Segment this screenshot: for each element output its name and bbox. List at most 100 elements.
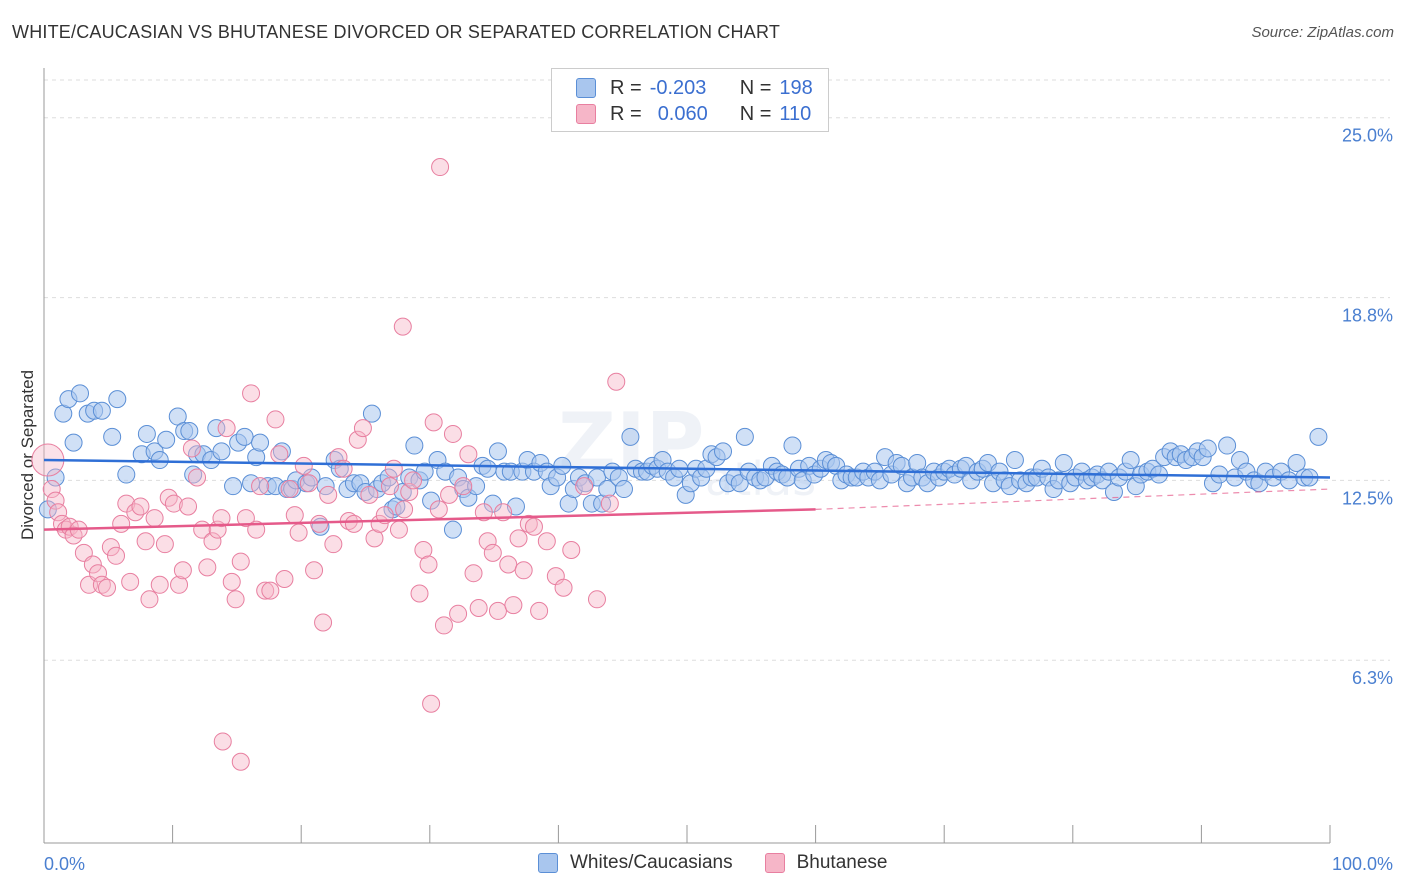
bhutanese-point (380, 477, 399, 496)
y-tick-label: 18.8% (1342, 306, 1393, 326)
whites-trend-line (43, 458, 1331, 479)
bhutanese-point (443, 424, 462, 443)
bhutanese-point (419, 555, 438, 574)
bhutanese-point (365, 529, 384, 548)
bhutanese-point (131, 497, 150, 516)
whites-point (1279, 471, 1298, 490)
bhutanese-point (469, 599, 488, 618)
bhutanese-point (509, 529, 528, 548)
bhutanese-point (429, 500, 448, 519)
bhutanese-point (188, 468, 207, 487)
whites-point (1054, 453, 1073, 472)
whites-point (614, 480, 633, 499)
bhutanese-point (488, 601, 507, 620)
bhutanese-point (483, 543, 502, 562)
legend-item-bhutanese[interactable]: Bhutanese (764, 852, 887, 874)
bhutanese-point (310, 514, 329, 533)
chart-title: WHITE/CAUCASIAN VS BHUTANESE DIVORCED OR… (12, 22, 781, 42)
bhutanese-point (270, 445, 289, 464)
legend-row-bhutanese: R = 0.060 N = 110 (576, 101, 811, 127)
y-tick-label: 6.3% (1352, 668, 1393, 688)
bhutanese-swatch (764, 853, 785, 873)
bhutanese-point (231, 552, 250, 571)
whites-point (64, 433, 83, 452)
bhutanese-point (434, 616, 453, 635)
whites-point (1005, 451, 1024, 470)
bhutanese-point (414, 540, 433, 559)
legend-label-whites: Whites/Caucasians (570, 852, 733, 873)
bhutanese-point (213, 732, 232, 751)
bhutanese-point (314, 613, 333, 632)
bhutanese-point (242, 384, 261, 403)
bhutanese-point (126, 503, 145, 522)
bhutanese-point (159, 488, 178, 507)
whites-point (235, 427, 254, 446)
whites-point (46, 468, 65, 487)
bhutanese-point (562, 540, 581, 559)
whites-point (1121, 451, 1140, 470)
y-tick-label: 12.5% (1342, 488, 1393, 508)
whites-point (467, 477, 486, 496)
bhutanese-trend-line (43, 508, 816, 531)
bhutanese-point (329, 448, 348, 467)
bhutanese-point (575, 477, 594, 496)
whites-point (714, 442, 733, 461)
bhutanese-point (524, 517, 543, 536)
whites-point (103, 427, 122, 446)
bhutanese-point (504, 596, 523, 615)
bhutanese-point (285, 506, 304, 525)
bhutanese-point (236, 509, 255, 528)
bhutanese-point (395, 500, 414, 519)
bhutanese-point (217, 419, 236, 438)
bhutanese-point (140, 590, 159, 609)
bhutanese-point (49, 503, 68, 522)
bhutanese-point (319, 485, 338, 504)
bhutanese-point (155, 535, 174, 554)
r-key: R = (610, 76, 642, 99)
bhutanese-point (514, 561, 533, 580)
bhutanese-point (289, 523, 308, 542)
whites-point (1309, 427, 1328, 446)
bhutanese-point (519, 514, 538, 533)
bhutanese-point (404, 471, 423, 490)
whites-point (735, 427, 754, 446)
series-legend: Whites/Caucasians Bhutanese (538, 852, 919, 874)
legend-item-whites[interactable]: Whites/Caucasians (538, 852, 733, 874)
bhutanese-point (389, 520, 408, 539)
legend-row-whites: R = -0.203 N = 198 (576, 75, 813, 101)
bhutanese-point (607, 372, 626, 391)
bhutanese-point (464, 564, 483, 583)
bhutanese-point (182, 439, 201, 458)
whites-point (443, 520, 462, 539)
bhutanese-point (348, 430, 367, 449)
bhutanese-point (422, 694, 441, 713)
bhutanese-point (344, 514, 363, 533)
bhutanese-point (537, 532, 556, 551)
whites-point (1218, 436, 1237, 455)
r-value: -0.203 (649, 76, 707, 99)
bhutanese-point (226, 590, 245, 609)
bhutanese-point (261, 581, 280, 600)
n-value: 198 (779, 76, 813, 99)
bhutanese-point (360, 485, 379, 504)
bhutanese-point (212, 509, 231, 528)
bhutanese-point (294, 456, 313, 475)
whites-point (587, 468, 606, 487)
bhutanese-point (324, 535, 343, 554)
x-tick-label: 100.0% (1332, 854, 1393, 874)
bhutanese-point (251, 477, 270, 496)
whites-point (621, 427, 640, 446)
stats-legend: R = -0.203 N = 198 R = 0.060 N = 110 (551, 68, 829, 132)
whites-point (92, 401, 111, 420)
bhutanese-point (459, 445, 478, 464)
bhutanese-point (222, 572, 241, 591)
bhutanese-point (203, 532, 222, 551)
whites-point (1198, 439, 1217, 458)
whites-point (272, 442, 291, 461)
bhutanese-point (173, 561, 192, 580)
whites-point (157, 430, 176, 449)
whites-point (1287, 453, 1306, 472)
bhutanese-point (198, 558, 217, 577)
bhutanese-point (179, 497, 198, 516)
bhutanese-point (112, 514, 131, 533)
